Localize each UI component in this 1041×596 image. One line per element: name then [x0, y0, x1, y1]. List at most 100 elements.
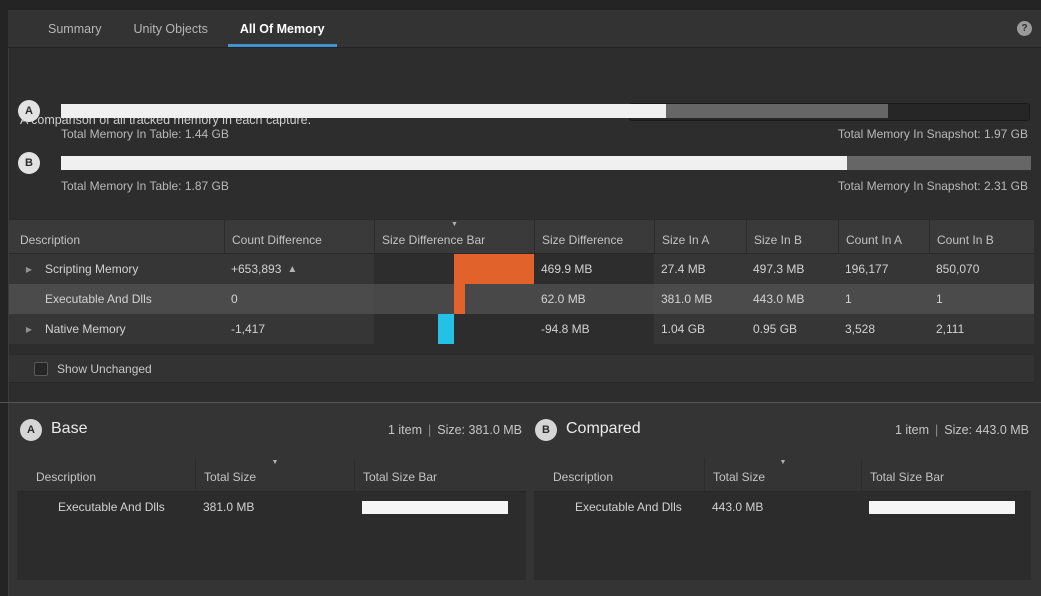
compared-table-body: Executable And Dlls 443.0 MB: [534, 492, 1031, 580]
compared-item-count: 1 item: [894, 423, 929, 437]
snapshot-b-snapshot-label: Total Memory In Snapshot: 2.31 GB: [837, 179, 1028, 193]
column-header-size-difference[interactable]: Size Difference: [534, 220, 654, 253]
expand-arrow-icon[interactable]: ▶: [25, 264, 33, 274]
compared-panel-title: Compared: [566, 420, 641, 437]
size-difference-bar: [438, 314, 454, 344]
table-row-native-memory[interactable]: ▶ Native Memory -1,417 -94.8 MB 1.04 GB 0…: [9, 314, 1034, 344]
count-difference-value: 0: [231, 292, 238, 306]
column-header-total-size-bar[interactable]: Total Size Bar: [861, 458, 1031, 491]
base-panel-title: Base: [51, 420, 88, 437]
column-header-size-difference-bar[interactable]: ▼ Size Difference Bar: [374, 220, 534, 253]
snapshot-a-table-label: Total Memory In Table: 1.44 GB: [61, 127, 229, 141]
size-in-a-value: 1.04 GB: [661, 322, 706, 336]
size-difference-bar: [454, 284, 465, 314]
column-header-total-size-bar[interactable]: Total Size Bar: [354, 458, 526, 491]
size-difference-value: 469.9 MB: [534, 254, 654, 284]
sort-descending-icon: ▼: [779, 459, 787, 466]
snapshot-a-badge: A: [18, 100, 40, 122]
tab-all-of-memory[interactable]: All Of Memory: [224, 10, 341, 47]
size-in-a-value: 27.4 MB: [661, 262, 706, 276]
compared-size: Size: 443.0 MB: [944, 423, 1029, 437]
increase-triangle-icon: ▲: [287, 263, 298, 275]
sort-descending-icon: ▼: [451, 221, 458, 228]
compared-panel-header: B Compared 1 item | Size: 443.0 MB: [535, 403, 1029, 458]
help-icon[interactable]: ?: [1017, 21, 1032, 36]
base-row-executable-and-dlls[interactable]: Executable And Dlls 381.0 MB: [17, 492, 526, 522]
row-description: Scripting Memory: [45, 262, 139, 276]
tab-unity-objects[interactable]: Unity Objects: [117, 10, 223, 47]
column-header-count-difference[interactable]: Count Difference: [224, 220, 374, 253]
base-size: Size: 381.0 MB: [437, 423, 522, 437]
row-description: Native Memory: [45, 322, 126, 336]
compared-table: Description ▼ Total Size Total Size Bar …: [534, 458, 1031, 580]
count-in-b-value: 1: [936, 292, 943, 306]
snapshot-a-memory-bar: [61, 104, 888, 118]
count-difference-value: +653,893: [231, 262, 282, 276]
row-description: Executable And Dlls: [45, 292, 152, 306]
compared-b-badge: B: [535, 419, 557, 441]
base-item-count: 1 item: [387, 423, 422, 437]
compared-row-executable-and-dlls[interactable]: Executable And Dlls 443.0 MB: [534, 492, 1031, 522]
comparison-section: A comparison of all tracked memory in ea…: [8, 48, 1041, 403]
tab-bar: Summary Unity Objects All Of Memory ?: [8, 10, 1041, 48]
base-a-badge: A: [20, 419, 42, 441]
snapshot-b-table-fill: [61, 156, 847, 170]
count-in-a-value: 1: [845, 292, 852, 306]
total-size-value: 381.0 MB: [203, 500, 255, 514]
size-in-b-value: 443.0 MB: [753, 292, 805, 306]
column-header-total-size[interactable]: ▼ Total Size: [195, 458, 354, 491]
total-size-bar: [869, 500, 1015, 514]
section-divider: [0, 402, 1041, 403]
total-size-bar: [362, 500, 508, 514]
tab-unity-objects-label: Unity Objects: [133, 21, 208, 36]
table-row-scripting-memory[interactable]: ▶ Scripting Memory +653,893 ▲ 469.9 MB 27.…: [9, 254, 1034, 284]
base-panel-meta: 1 item | Size: 381.0 MB: [387, 423, 522, 437]
compared-table-header: Description ▼ Total Size Total Size Bar: [534, 458, 1031, 492]
row-description: Executable And Dlls: [575, 500, 682, 514]
comparison-table-header: Description Count Difference ▼ Size Diff…: [9, 219, 1034, 254]
column-header-description[interactable]: Description: [553, 470, 614, 484]
selection-details-section: A Base 1 item | Size: 381.0 MB B Compared …: [8, 403, 1041, 596]
tab-summary[interactable]: Summary: [32, 10, 117, 47]
column-header-total-size[interactable]: ▼ Total Size: [704, 458, 861, 491]
snapshot-a-snapshot-label: Total Memory In Snapshot: 1.97 GB: [837, 127, 1028, 141]
column-header-description[interactable]: Description: [20, 233, 81, 247]
column-header-size-in-a[interactable]: Size In A: [654, 220, 746, 253]
size-difference-value: 62.0 MB: [534, 284, 654, 314]
size-in-b-value: 0.95 GB: [753, 322, 798, 336]
table-row-executable-and-dlls[interactable]: Executable And Dlls 0 62.0 MB 381.0 MB 4…: [9, 284, 1034, 314]
base-panel-header: A Base 1 item | Size: 381.0 MB: [20, 403, 522, 458]
compared-panel-meta: 1 item | Size: 443.0 MB: [894, 423, 1029, 437]
snapshot-a-table-fill: [61, 104, 666, 118]
snapshot-b-table-label: Total Memory In Table: 1.87 GB: [61, 179, 229, 193]
base-table-body: Executable And Dlls 381.0 MB: [17, 492, 526, 580]
size-in-b-value: 497.3 MB: [753, 262, 805, 276]
count-in-a-value: 196,177: [845, 262, 889, 276]
snapshot-b-memory-bar: [61, 156, 1031, 170]
row-description: Executable And Dlls: [58, 500, 165, 514]
count-difference-value: -1,417: [231, 322, 266, 336]
count-in-a-value: 3,528: [845, 322, 876, 336]
tab-all-of-memory-label: All Of Memory: [239, 21, 325, 36]
show-unchanged-checkbox[interactable]: [34, 361, 48, 376]
size-difference-bar: [454, 254, 534, 284]
snapshot-b-badge: B: [18, 152, 40, 174]
count-in-b-value: 2,111: [936, 322, 965, 336]
column-header-description[interactable]: Description: [36, 470, 97, 484]
size-difference-value: -94.8 MB: [534, 314, 654, 344]
sort-descending-icon: ▼: [271, 459, 279, 466]
base-table: Description ▼ Total Size Total Size Bar …: [17, 458, 526, 580]
column-header-count-in-b[interactable]: Count In B: [929, 220, 1034, 253]
count-in-b-value: 850,070: [936, 262, 980, 276]
size-in-a-value: 381.0 MB: [661, 292, 713, 306]
total-size-value: 443.0 MB: [712, 500, 764, 514]
tab-summary-label: Summary: [48, 21, 102, 36]
show-unchanged-label: Show Unchanged: [57, 361, 152, 376]
column-header-count-in-a[interactable]: Count In A: [838, 220, 929, 253]
column-header-size-in-b[interactable]: Size In B: [746, 220, 838, 253]
comparison-table: Description Count Difference ▼ Size Diff…: [9, 219, 1034, 344]
show-unchanged-row: Show Unchanged: [9, 354, 1034, 383]
base-table-header: Description ▼ Total Size Total Size Bar: [17, 458, 526, 492]
expand-arrow-icon[interactable]: ▶: [25, 324, 33, 334]
